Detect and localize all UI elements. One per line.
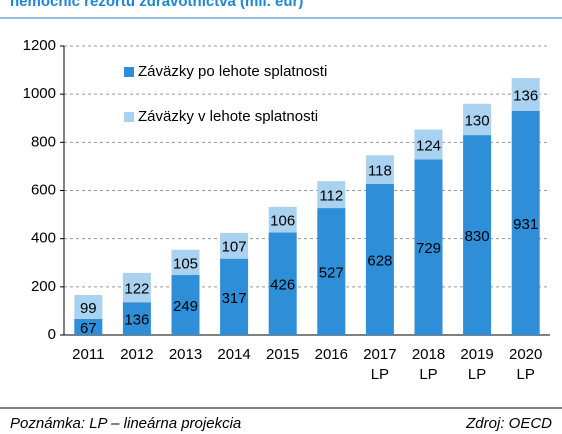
value-label: 830 (465, 228, 490, 245)
value-label: 105 (173, 255, 198, 272)
bar-segment (365, 183, 394, 335)
value-label: 118 (368, 163, 392, 180)
x-tick-line: 2019 (460, 346, 493, 363)
bar-segment (365, 155, 394, 184)
x-tick-line: LP (517, 366, 535, 383)
x-tick-label: 2019 LP (460, 346, 493, 383)
bar-segment (74, 295, 103, 319)
bar-segment (511, 78, 540, 111)
value-label: 527 (319, 265, 344, 282)
legend-swatch (124, 67, 134, 77)
bar-segment (220, 258, 249, 335)
x-tick-line: LP (468, 366, 486, 383)
bar-segment (122, 272, 151, 303)
y-tick-label: 1200 (23, 37, 56, 54)
y-tick-label: 0 (48, 326, 56, 343)
bar-segment (122, 302, 151, 335)
x-tick-line: LP (419, 366, 437, 383)
x-tick-line: LP (371, 366, 389, 383)
value-label: 931 (513, 216, 538, 233)
bar-segment (414, 129, 443, 160)
bar-segment (317, 208, 346, 335)
x-tick-line: 2015 (266, 346, 299, 363)
value-label: 317 (222, 290, 247, 307)
note: Poznámka: LP – lineárna projekcia (10, 415, 241, 432)
x-tick-line: 2012 (120, 346, 153, 363)
y-tick-label: 200 (31, 278, 56, 295)
x-tick-label: 2017 LP (363, 346, 396, 383)
bar-segment (74, 318, 103, 335)
x-tick-line: 2016 (315, 346, 348, 363)
x-tick-line: 2017 (363, 346, 396, 363)
value-label: 729 (416, 240, 441, 257)
x-tick-label: 2014 (217, 346, 250, 363)
value-label: 106 (270, 213, 295, 230)
bar-segment (171, 249, 200, 276)
value-label: 136 (124, 312, 149, 329)
value-label: 628 (367, 252, 392, 269)
bar-segment (463, 135, 492, 335)
source: Zdroj: OECD (465, 415, 552, 432)
x-tick-line: 2014 (217, 346, 250, 363)
value-label: 130 (465, 112, 490, 129)
value-label: 67 (80, 320, 97, 337)
bar-segment (268, 232, 297, 335)
x-tick-label: 2018 LP (412, 346, 445, 383)
x-tick-line: 2013 (169, 346, 202, 363)
x-tick-label: 2011 (72, 346, 104, 363)
legend-swatch (124, 112, 134, 122)
value-label: 124 (416, 137, 441, 154)
value-label: 249 (173, 298, 198, 315)
x-tick-line: 2020 (509, 346, 542, 363)
value-label: 122 (124, 281, 149, 298)
bar-segment (463, 103, 492, 136)
bar-segment (268, 206, 297, 233)
value-label: 107 (222, 239, 247, 256)
chart-title: nemocníc rezortu zdravotníctva (mil. eur… (10, 0, 303, 10)
bar-segment (220, 232, 249, 259)
value-label: 112 (319, 188, 343, 205)
y-tick-label: 600 (31, 181, 56, 198)
y-tick-label: 1000 (23, 85, 56, 102)
bar-segment (511, 110, 540, 335)
value-label: 99 (80, 300, 97, 317)
x-tick-label: 2013 (169, 346, 202, 363)
x-tick-line: 2018 (412, 346, 445, 363)
y-tick-label: 400 (31, 230, 56, 247)
x-tick-line: 2011 (72, 346, 104, 363)
y-tick-label: 800 (31, 133, 56, 150)
legend-label: Záväzky v lehote splatnosti (138, 108, 318, 125)
bar-segment (171, 275, 200, 335)
value-label: 426 (270, 277, 295, 294)
x-tick-label: 2015 (266, 346, 299, 363)
x-tick-label: 2020 LP (509, 346, 542, 383)
x-tick-label: 2012 (120, 346, 153, 363)
bar-segment (414, 159, 443, 335)
x-tick-label: 2016 (315, 346, 348, 363)
value-label: 136 (513, 87, 538, 104)
bar-segment (317, 181, 346, 209)
legend-label: Záväzky po lehote splatnosti (138, 63, 327, 80)
